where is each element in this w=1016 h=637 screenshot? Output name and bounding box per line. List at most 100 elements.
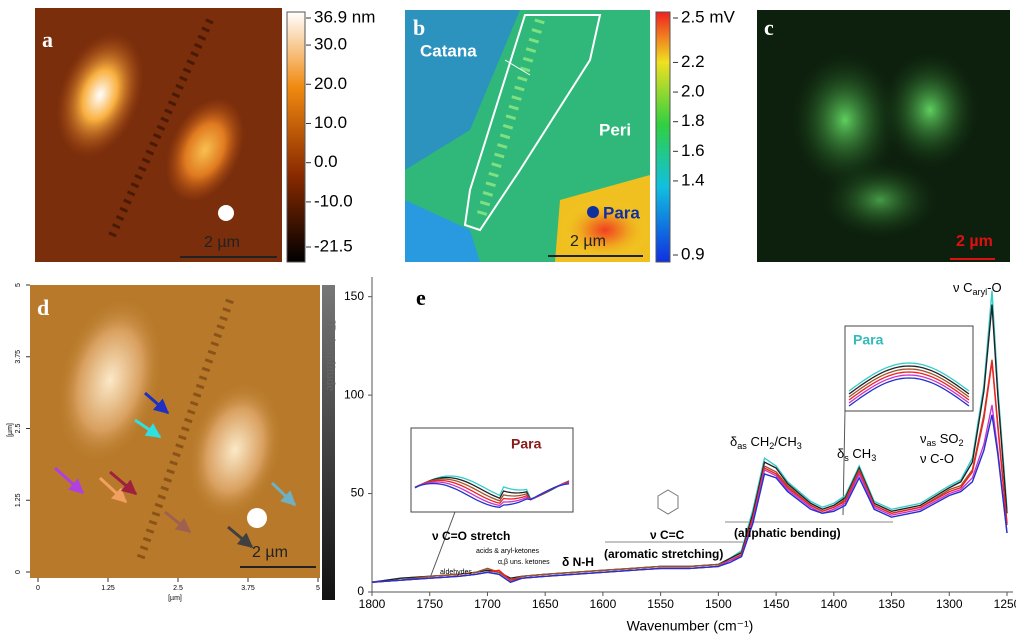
x-tick-label: 3.75 (241, 585, 255, 592)
annotation-part: aldehydes (440, 569, 472, 576)
x-axis-label: [µm] (168, 595, 182, 602)
region-label: Catana (420, 41, 477, 60)
annotation-part: /CH (774, 434, 796, 449)
x-tick-label: 1250 (994, 597, 1016, 611)
annotation-part: ν C-O (920, 451, 954, 466)
annotation-part: 2 (959, 438, 964, 448)
colorbar (656, 12, 670, 262)
annotation: acids & aryl-ketones (476, 548, 540, 555)
annotation-part: CH (849, 446, 871, 461)
annotation: νas SO2 (920, 431, 964, 448)
colorbar-label: -10.0 (314, 191, 353, 210)
annotation: ν Caryl-O (953, 280, 1002, 297)
annotation: ν C=C (650, 528, 685, 542)
annotation: (aromatic stretching) (604, 547, 723, 561)
annotation-part: ν C=C (650, 528, 685, 542)
annotation-part: -O (987, 280, 1001, 295)
panel-label: b (413, 15, 425, 40)
annotation-part: α,β uns. ketones (498, 559, 550, 566)
scale-bar-label: 2 µm (252, 544, 288, 561)
colorbar-label: 2.2 (681, 52, 705, 71)
panel-label: e (416, 285, 426, 310)
annotation: (aliphatic bending) (734, 526, 841, 540)
x-tick-label: 1400 (820, 597, 847, 611)
annotation-part: 3 (797, 441, 802, 451)
colorbar-label: -21.5 (314, 236, 353, 255)
panel-label: c (764, 15, 774, 40)
annotation: δ N-H (562, 555, 594, 569)
x-tick-label: 1750 (416, 597, 443, 611)
annotation: δs CH3 (837, 446, 876, 463)
annotation-part: acids & aryl-ketones (476, 548, 540, 555)
annotation: aldehydes (440, 569, 472, 576)
panel-label: a (42, 27, 53, 52)
x-tick-label: 1450 (763, 597, 790, 611)
annotation-part: δ N-H (562, 555, 594, 569)
x-tick-label: 1550 (647, 597, 674, 611)
annotation-part: ν C=O stretch (432, 529, 510, 543)
annotation: δas CH2/CH3 (730, 434, 802, 451)
y-axis-label: [µm] (7, 423, 14, 437)
y-tick-label: 2.5 (15, 424, 22, 434)
colorbar-label: 10.0 (314, 113, 347, 132)
scale-bar-label: 2 µm (570, 233, 606, 250)
annotation-part: SO (936, 431, 958, 446)
annotation-part: (aromatic stretching) (604, 547, 723, 561)
y-tick-label: 150 (344, 289, 364, 303)
scale-bar-label: 2 µm (956, 233, 993, 250)
colorbar-label: 30.0 (314, 35, 347, 54)
y-tick-label: 0 (15, 570, 22, 574)
colorbar-label: 36.9 nm (314, 7, 375, 26)
panel-label: d (37, 295, 49, 320)
x-tick-label: 1.25 (101, 585, 115, 592)
annotation-part: CH (747, 434, 769, 449)
region-label: Para (603, 203, 640, 222)
inset-label: Para (853, 332, 884, 348)
colorbar-label: 1.4 (681, 170, 705, 189)
x-tick-label: 1350 (878, 597, 905, 611)
y-tick-label: 0 (357, 584, 364, 598)
colorbar-label: 2.0 (681, 82, 705, 101)
annotation-part: as (927, 438, 937, 448)
x-tick-label: 1300 (936, 597, 963, 611)
annotation-part: 3 (871, 453, 876, 463)
x-tick-label: 1700 (474, 597, 501, 611)
annotation-part: δ (730, 434, 737, 449)
y-tick-label: 3.75 (15, 350, 22, 364)
annotation: α,β uns. ketones (498, 559, 550, 566)
colorbar-label: 0.9 (681, 244, 705, 263)
y-tick-label: 100 (344, 387, 364, 401)
colorbar-label: 1.6 (681, 141, 705, 160)
inset-label: Para (511, 436, 542, 452)
y-tick-label: 1.25 (15, 493, 22, 507)
x-tick-label: 1600 (590, 597, 617, 611)
y-tick-label: 50 (351, 486, 365, 500)
x-tick-label: 1650 (532, 597, 559, 611)
y-tick-label: 5 (15, 283, 22, 287)
colorbar-label: 1.8 (681, 111, 705, 130)
annotation-part: as (737, 441, 747, 451)
fluorescence-image (757, 10, 1010, 262)
colorbar (287, 12, 305, 262)
annotation-part: aryl (973, 287, 988, 297)
annotation: ν C-O (920, 451, 954, 466)
scale-bar-label: 2 µm (204, 234, 240, 251)
colorbar-label: 20.0 (314, 74, 347, 93)
page: {"panels":{ "a":{"label":"a","scale_bar"… (0, 0, 1016, 637)
colorbar-label: 2.5 mV (681, 7, 736, 26)
x-tick-label: 1500 (705, 597, 732, 611)
side-label: IR Amplitude (324, 320, 339, 391)
x-axis-label: Wavenumber (cm⁻¹) (627, 618, 754, 634)
figure: Para Para a b c d e 2 µm 2 µm 2 µm 2 µm Catana Peri… (0, 0, 1016, 637)
x-tick-label: 2.5 (173, 585, 183, 592)
x-tick-label: 0 (36, 585, 40, 592)
afm-ir-image (30, 285, 320, 578)
annotation: ν C=O stretch (432, 529, 510, 543)
colorbar-label: 0.0 (314, 152, 338, 171)
afm-image (35, 8, 282, 262)
annotation-part: ν C (953, 280, 973, 295)
x-tick-label: 5 (316, 585, 320, 592)
region-label: Peri (599, 120, 631, 139)
x-tick-label: 1800 (359, 597, 386, 611)
annotation-part: (aliphatic bending) (734, 526, 841, 540)
